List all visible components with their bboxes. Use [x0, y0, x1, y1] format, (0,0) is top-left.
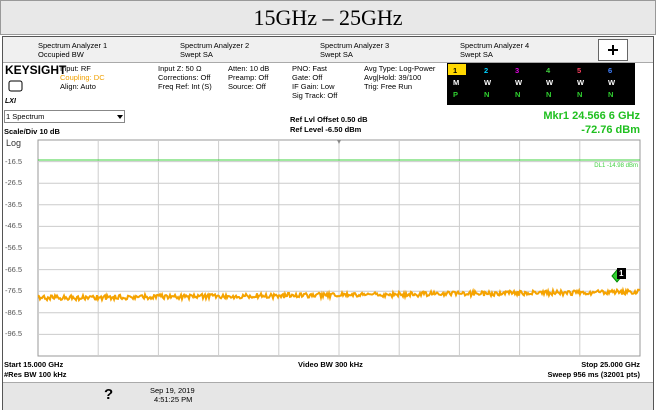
trace-cell: 4 — [546, 66, 551, 75]
setting: Input: RF — [60, 64, 91, 73]
setting: Align: Auto — [60, 82, 96, 91]
setting: Corrections: Off — [158, 73, 211, 82]
trace-cell: N — [515, 90, 521, 99]
trace-cell: 3 — [515, 66, 520, 75]
y-axis-label: -36.5 — [5, 199, 23, 209]
trace-cell: W — [546, 78, 554, 87]
trace-cell: W — [608, 78, 616, 87]
setting: PNO: Fast — [292, 64, 328, 73]
page-title: 15GHz – 25GHz — [253, 5, 403, 30]
y-axis-label: -56.5 — [5, 243, 23, 252]
trace-cell: M — [453, 78, 460, 87]
reference-offset: Ref Lvl Offset 0.50 dB — [290, 115, 368, 124]
setting: IF Gain: Low — [292, 82, 335, 91]
setting: Avg|Hold: 39/100 — [364, 73, 422, 82]
tab-title: Spectrum Analyzer 2 — [180, 41, 250, 50]
marker-level: -72.76 dBm — [581, 124, 640, 136]
trace-table — [447, 63, 635, 105]
setting: Source: Off — [228, 82, 266, 91]
y-axis-label: -46.5 — [5, 221, 23, 231]
title-bar — [0, 0, 656, 35]
setting: Input Z: 50 Ω — [158, 64, 202, 73]
selector-box[interactable] — [4, 110, 126, 124]
marker-label-box — [617, 268, 626, 279]
date: Sep 19, 2019 — [150, 386, 195, 395]
trace-cell: 6 — [608, 66, 613, 75]
tab-title: Spectrum Analyzer 3 — [320, 41, 390, 50]
trace-cell: 1 — [453, 66, 458, 75]
trace-cell: N — [546, 90, 552, 99]
taskbar — [3, 382, 653, 410]
y-axis-label: -96.5 — [5, 329, 23, 339]
trace-cell: 2 — [484, 66, 489, 75]
setting: Avg Type: Log-Power — [364, 64, 436, 73]
help-icon: ? — [104, 386, 114, 403]
display-icon — [8, 80, 23, 92]
setting: Trig: Free Run — [364, 82, 413, 91]
setting: Gate: Off — [292, 73, 323, 82]
setting: Freq Ref: Int (S) — [158, 82, 212, 91]
trace-cell: W — [577, 78, 585, 87]
y-axis-label: -86.5 — [5, 307, 23, 317]
setting: Atten: 10 dB — [228, 64, 270, 73]
time: 4:51:25 PM — [154, 395, 193, 404]
tab-subtitle: Swept SA — [460, 50, 493, 59]
start-frequency: Start 15.000 GHz — [4, 360, 64, 369]
dropdown-arrow — [117, 115, 123, 119]
center-marker — [337, 140, 341, 144]
lxi-logo: LXI — [5, 98, 16, 105]
trace-cell: W — [484, 78, 492, 87]
tab-subtitle: Swept SA — [320, 50, 353, 59]
scale-mode: Log — [6, 138, 22, 148]
scale-per-division: Scale/Div 10 dB — [4, 127, 60, 136]
setting: Coupling: DC — [60, 73, 105, 82]
trace-cell: 5 — [577, 66, 582, 75]
tab-strip — [3, 37, 653, 63]
y-axis-label: -66.5 — [5, 264, 23, 274]
y-axis-label: -16.5 — [5, 156, 23, 166]
reference-level: Ref Level -6.50 dBm — [290, 125, 362, 134]
window-selector: 1 Spectrum — [6, 112, 45, 121]
marker-frequency: Mkr1 24.566 6 GHz — [543, 110, 640, 122]
brand-logo: KEYSIGHT — [5, 63, 67, 77]
active-trace-cell — [448, 64, 466, 75]
add-tab-button[interactable] — [598, 39, 628, 61]
video-bandwidth: Video BW 300 kHz — [298, 360, 363, 369]
tab-title: Spectrum Analyzer 4 — [460, 41, 530, 50]
setting: Preamp: Off — [228, 73, 269, 82]
marker-label: 1 — [619, 269, 624, 278]
display-line-label: DL1 -14.98 dBm — [594, 163, 638, 169]
tab-subtitle: Occupied BW — [38, 50, 84, 59]
trace-cell: P — [453, 90, 459, 99]
resolution-bandwidth: #Res BW 100 kHz — [4, 370, 67, 379]
trace-cell: N — [577, 90, 583, 99]
tab-subtitle: Swept SA — [180, 50, 213, 59]
y-axis-label: -76.5 — [5, 286, 23, 296]
sweep-time: Sweep 956 ms (32001 pts) — [547, 370, 640, 379]
trace-cell: N — [484, 90, 490, 99]
y-axis-label: -26.5 — [5, 178, 23, 188]
trace-cell: W — [515, 78, 523, 87]
setting: Sig Track: Off — [292, 91, 338, 100]
tab-title: Spectrum Analyzer 1 — [38, 41, 108, 50]
stop-frequency: Stop 25.000 GHz — [581, 360, 640, 369]
selector-frame — [4, 110, 125, 123]
spectrum-trace — [37, 286, 641, 303]
trace-cell: N — [608, 90, 614, 99]
